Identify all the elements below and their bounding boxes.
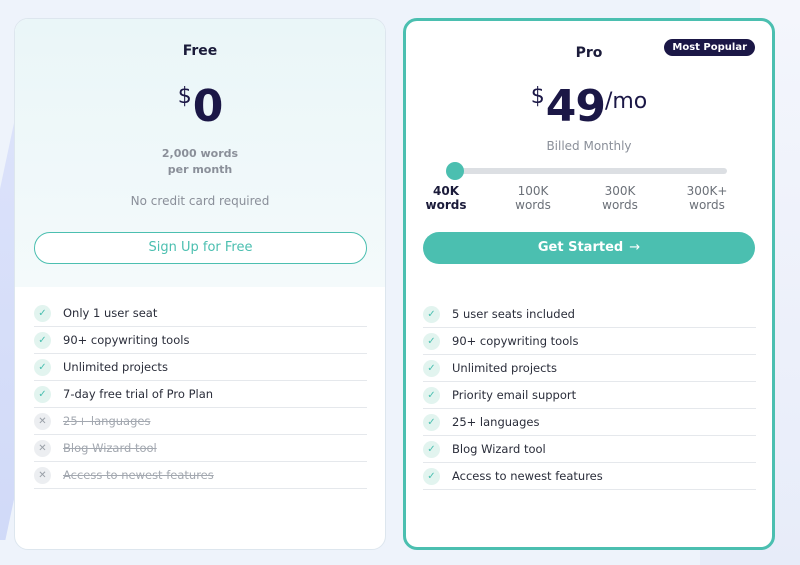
feature-item: ✓ Only 1 user seat — [34, 300, 367, 327]
plan-name: Free — [182, 43, 218, 59]
feature-label: Access to newest features — [63, 468, 214, 482]
check-icon: ✓ — [423, 413, 440, 431]
currency-symbol: $ — [530, 84, 545, 109]
feature-item: ✓ Access to newest features — [423, 463, 756, 490]
check-icon: ✓ — [34, 385, 51, 403]
word-tier-label[interactable]: 100K words — [498, 184, 568, 212]
feature-label: 5 user seats included — [452, 307, 575, 321]
feature-label: Unlimited projects — [63, 360, 168, 374]
x-icon: ✕ — [34, 466, 51, 484]
check-icon: ✓ — [34, 304, 51, 322]
word-tier-label[interactable]: 300K+ words — [672, 184, 742, 212]
feature-label: 90+ copywriting tools — [452, 334, 579, 348]
feature-item: ✓ Unlimited projects — [423, 355, 756, 382]
pro-feature-list: ✓ 5 user seats included ✓ 90+ copywriting t… — [423, 301, 756, 490]
arrow-right-icon: → — [629, 240, 641, 255]
tier-amount: 40K — [433, 184, 459, 198]
feature-item: ✓ 25+ languages — [423, 409, 756, 436]
tier-unit: words — [689, 198, 725, 212]
feature-item: ✓ Unlimited projects — [34, 354, 367, 381]
word-allowance: 2,000 words per month — [15, 146, 385, 178]
feature-label: Priority email support — [452, 388, 577, 402]
check-icon: ✓ — [423, 332, 440, 350]
feature-label: Unlimited projects — [452, 361, 557, 375]
feature-item: ✓ Priority email support — [423, 382, 756, 409]
pro-plan-card: Pro Most Popular $49/mo Billed Monthly 4… — [403, 18, 775, 550]
tier-amount: 300K+ — [686, 184, 728, 198]
tier-unit: words — [425, 198, 467, 212]
word-tier-slider[interactable] — [446, 161, 727, 181]
feature-label: 25+ languages — [63, 414, 151, 428]
sign-up-free-button[interactable]: Sign Up for Free — [34, 232, 367, 264]
currency-symbol: $ — [177, 84, 192, 109]
feature-item: ✕ 25+ languages — [34, 408, 367, 435]
feature-label: 90+ copywriting tools — [63, 333, 190, 347]
feature-item: ✕ Blog Wizard tool — [34, 435, 367, 462]
check-icon: ✓ — [34, 331, 51, 349]
plan-name: Pro — [575, 45, 603, 61]
feature-item: ✓ 7-day free trial of Pro Plan — [34, 381, 367, 408]
feature-label: 25+ languages — [452, 415, 540, 429]
billing-frequency: Billed Monthly — [546, 139, 632, 153]
feature-item: ✓ Blog Wizard tool — [423, 436, 756, 463]
plan-price: $0 — [15, 81, 385, 132]
word-tier-labels: 40K words 100K words 300K words 300K+ words — [424, 184, 758, 214]
check-icon: ✓ — [423, 359, 440, 377]
get-started-button[interactable]: Get Started → — [423, 232, 755, 264]
check-icon: ✓ — [423, 386, 440, 404]
check-icon: ✓ — [34, 358, 51, 376]
feature-label: 7-day free trial of Pro Plan — [63, 387, 214, 401]
price-amount: 0 — [192, 81, 224, 132]
word-allowance-amount: 2,000 words — [161, 147, 239, 160]
feature-item: ✕ Access to newest features — [34, 462, 367, 489]
feature-label: Blog Wizard tool — [63, 441, 157, 455]
free-plan-card: Free $0 2,000 words per month No credit … — [14, 18, 386, 550]
most-popular-badge: Most Popular — [664, 39, 755, 56]
slider-thumb[interactable] — [446, 162, 464, 180]
tier-unit: words — [515, 198, 551, 212]
check-icon: ✓ — [423, 467, 440, 485]
feature-item: ✓ 90+ copywriting tools — [423, 328, 756, 355]
feature-label: Only 1 user seat — [63, 306, 158, 320]
feature-item: ✓ 5 user seats included — [423, 301, 756, 328]
free-feature-list: ✓ Only 1 user seat ✓ 90+ copywriting tools ✓… — [34, 300, 367, 489]
x-icon: ✕ — [34, 412, 51, 430]
tier-unit: words — [602, 198, 638, 212]
price-amount: 49 — [545, 81, 606, 132]
price-period: /mo — [604, 89, 648, 114]
check-icon: ✓ — [423, 305, 440, 323]
word-tier-label[interactable]: 300K words — [585, 184, 655, 212]
no-credit-card-note: No credit card required — [130, 194, 270, 208]
slider-track[interactable] — [448, 168, 727, 174]
tier-amount: 100K — [517, 184, 549, 198]
word-allowance-period: per month — [167, 163, 233, 176]
tier-amount: 300K — [604, 184, 636, 198]
plan-price: $49/mo — [406, 81, 772, 132]
word-tier-label[interactable]: 40K words — [411, 184, 481, 212]
get-started-label: Get Started — [537, 240, 624, 255]
check-icon: ✓ — [423, 440, 440, 458]
feature-label: Blog Wizard tool — [452, 442, 546, 456]
feature-label: Access to newest features — [452, 469, 603, 483]
x-icon: ✕ — [34, 439, 51, 457]
feature-item: ✓ 90+ copywriting tools — [34, 327, 367, 354]
